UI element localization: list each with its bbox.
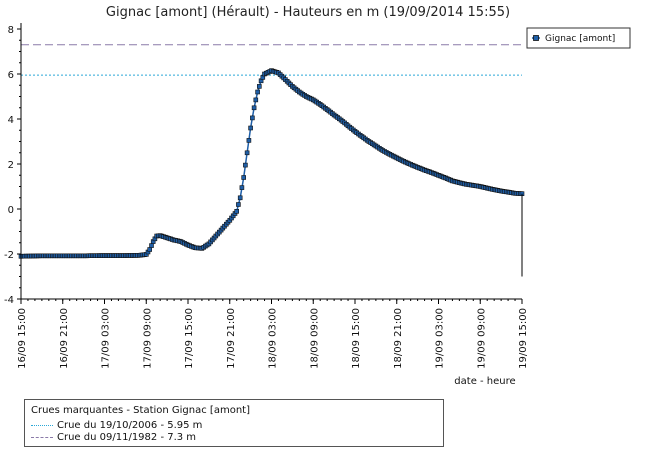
y-tick-label: 4 bbox=[8, 115, 14, 126]
y-tick-label: 2 bbox=[8, 160, 14, 171]
data-point bbox=[243, 162, 248, 168]
x-tick-label: 17/09 03:00 bbox=[101, 308, 112, 369]
x-tick-label: 18/09 09:00 bbox=[309, 308, 320, 369]
dotted-line-icon bbox=[31, 425, 53, 426]
series-markers bbox=[18, 68, 525, 259]
x-tick-label: 19/09 09:00 bbox=[476, 308, 487, 369]
data-point bbox=[244, 150, 250, 156]
data-point bbox=[149, 243, 154, 248]
legend: Gignac [amont] bbox=[526, 27, 631, 49]
chart: Gignac [amont] (Hérault) - Hauteurs en m… bbox=[4, 5, 631, 387]
x-tick-label: 19/09 15:00 bbox=[518, 308, 529, 369]
x-tick-label: 18/09 21:00 bbox=[393, 308, 404, 369]
data-point bbox=[234, 209, 239, 214]
x-tick-label: 18/09 03:00 bbox=[268, 308, 279, 369]
y-tick-label: 8 bbox=[8, 25, 14, 36]
data-point bbox=[246, 138, 252, 143]
data-point bbox=[251, 105, 257, 111]
y-axis: -4 -2 0 2 4 6 8 bbox=[4, 23, 22, 306]
x-tick-label: 17/09 09:00 bbox=[142, 308, 153, 369]
x-tick-label: 16/09 21:00 bbox=[59, 308, 70, 369]
x-axis-label: date - heure bbox=[454, 376, 515, 387]
y-tick-label: -2 bbox=[4, 250, 14, 261]
dashed-line-icon bbox=[31, 437, 53, 438]
x-tick-label: 19/09 03:00 bbox=[435, 308, 446, 369]
reference-flood-1982: Crue du 09/11/1982 - 7.3 m bbox=[31, 432, 196, 443]
plot-area bbox=[18, 44, 525, 277]
data-point bbox=[253, 97, 259, 103]
data-point bbox=[248, 125, 253, 131]
reference-flood-2006-label: Crue du 19/10/2006 - 5.95 m bbox=[57, 420, 203, 431]
x-axis: 16/09 15:00 16/09 21:00 17/09 03:00 17/09 0… bbox=[17, 298, 529, 369]
y-tick-label: 0 bbox=[8, 205, 14, 216]
series-line bbox=[20, 69, 523, 258]
chart-title: Gignac [amont] (Hérault) - Hauteurs en m… bbox=[106, 5, 510, 20]
reference-flood-2006: Crue du 19/10/2006 - 5.95 m bbox=[31, 420, 202, 431]
y-tick-label: 6 bbox=[8, 70, 14, 81]
x-tick-label: 18/09 15:00 bbox=[351, 308, 362, 369]
data-point bbox=[241, 175, 246, 180]
reference-flood-1982-label: Crue du 09/11/1982 - 7.3 m bbox=[57, 432, 197, 443]
data-point bbox=[237, 195, 243, 201]
x-tick-label: 16/09 15:00 bbox=[17, 308, 28, 369]
legend-item-gignac: Gignac [amont] bbox=[545, 34, 615, 44]
reference-floods-box: Crues marquantes - Station Gignac [amont… bbox=[24, 399, 444, 447]
data-point bbox=[256, 84, 262, 89]
data-point bbox=[236, 202, 241, 207]
reference-floods-title: Crues marquantes - Station Gignac [amont… bbox=[31, 405, 250, 416]
data-point bbox=[147, 247, 152, 252]
data-point bbox=[239, 185, 245, 190]
x-tick-label: 17/09 21:00 bbox=[226, 308, 237, 369]
data-point bbox=[255, 89, 260, 95]
y-tick-label: -4 bbox=[4, 295, 14, 306]
data-point bbox=[250, 115, 255, 121]
x-tick-label: 17/09 15:00 bbox=[184, 308, 195, 369]
